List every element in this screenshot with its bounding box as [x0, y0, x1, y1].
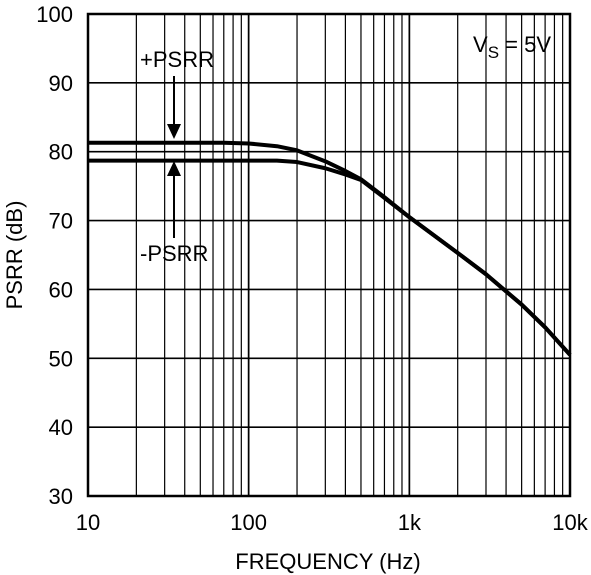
supply-voltage-annotation: VS = 5V [473, 32, 551, 62]
tick-labels: 30 40 50 60 70 80 90 100 10 100 1k 10k [36, 2, 588, 535]
vs-subscript: S [488, 43, 499, 62]
plus-psrr-label: +PSRR [140, 47, 214, 72]
y-axis-label: PSRR (dB) [2, 201, 27, 310]
y-tick-label: 80 [49, 140, 73, 165]
y-tick-label: 30 [49, 484, 73, 509]
y-tick-label: 40 [49, 415, 73, 440]
x-axis-label: FREQUENCY (Hz) [235, 549, 420, 574]
minus-psrr-arrowhead [167, 161, 181, 176]
minus-psrr-label: -PSRR [140, 241, 208, 266]
series-annotations: +PSRR -PSRR [140, 47, 214, 266]
minus-psrr-line [88, 158, 572, 357]
x-tick-label: 10 [76, 510, 100, 535]
vs-text: VS = 5V [473, 32, 551, 62]
plot-frame [86, 12, 572, 498]
y-tick-label: 70 [49, 209, 73, 234]
y-tick-label: 90 [49, 71, 73, 96]
y-tick-label: 50 [49, 346, 73, 371]
y-tick-label: 100 [36, 2, 73, 27]
y-tick-label: 60 [49, 277, 73, 302]
x-tick-label: 10k [552, 510, 588, 535]
vs-prefix: V [473, 32, 488, 57]
vs-suffix: = 5V [499, 32, 551, 57]
x-tick-label: 100 [230, 510, 267, 535]
plus-psrr-arrowhead [167, 124, 181, 139]
series-lines [88, 140, 572, 357]
x-tick-label: 1k [398, 510, 422, 535]
